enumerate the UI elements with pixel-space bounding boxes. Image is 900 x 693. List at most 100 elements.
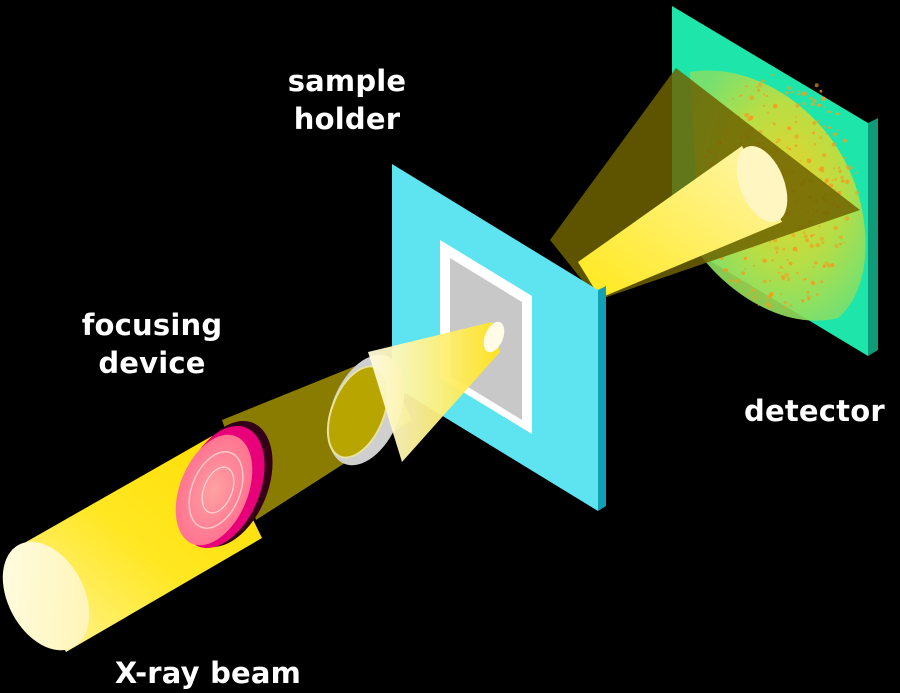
focusing-device-label: focusing device <box>62 306 242 382</box>
speckle-dot <box>806 295 811 300</box>
speckle-dot <box>819 236 824 241</box>
speckle-dot <box>771 259 774 262</box>
speckle-dot <box>855 171 858 175</box>
speckle-dot <box>838 169 842 173</box>
speckle-dot <box>783 300 787 305</box>
speckle-dot <box>787 86 792 90</box>
speckle-dot <box>820 166 825 171</box>
focusing-device-label-line2: device <box>98 346 206 380</box>
speckle-dot <box>824 178 829 183</box>
speckle-dot <box>757 88 761 92</box>
speckle-dot <box>837 129 839 132</box>
speckle-dot <box>821 241 825 245</box>
speckle-dot <box>805 238 809 243</box>
speckle-dot <box>817 103 821 107</box>
speckle-dot <box>833 225 838 231</box>
speckle-dot <box>787 126 792 131</box>
speckle-dot <box>816 119 820 123</box>
speckle-dot <box>840 179 845 183</box>
speckle-dot <box>732 97 734 100</box>
speckle-dot <box>744 267 747 270</box>
speckle-dot <box>802 101 806 106</box>
speckle-dot <box>833 167 835 170</box>
speckle-dot <box>776 138 781 143</box>
speckle-dot <box>827 110 831 114</box>
speckle-dot <box>791 90 794 93</box>
speckle-dot <box>783 305 786 308</box>
speckle-dot <box>830 263 835 268</box>
speckle-dot <box>784 272 789 278</box>
speckle-dot <box>806 158 812 164</box>
speckle-dot <box>773 103 778 109</box>
speckle-dot <box>795 116 798 118</box>
speckle-dot <box>815 293 819 296</box>
speckle-dot <box>834 244 839 248</box>
speckle-dot <box>812 233 815 236</box>
speckle-dot <box>774 246 779 251</box>
speckle-dot <box>780 293 783 296</box>
speckle-dot <box>812 98 817 103</box>
speckle-dot <box>839 235 843 240</box>
speckle-dot <box>730 279 733 283</box>
speckle-dot <box>855 191 859 195</box>
speckle-dot <box>809 243 814 249</box>
speckle-dot <box>775 251 779 254</box>
speckle-dot <box>763 279 767 284</box>
speckle-dot <box>762 104 765 107</box>
speckle-dot <box>818 225 821 228</box>
speckle-dot <box>844 179 850 185</box>
speckle-dot <box>802 91 807 97</box>
speckle-dot <box>771 73 774 76</box>
speckle-dot <box>779 266 783 269</box>
speckle-dot <box>779 272 782 275</box>
sample-holder-label-line2: holder <box>293 102 401 136</box>
speckle-dot <box>795 103 800 108</box>
speckle-dot <box>834 178 838 181</box>
speckle-dot <box>796 271 799 275</box>
speckle-dot <box>832 132 837 137</box>
speckle-dot <box>831 142 836 147</box>
speckle-dot <box>822 153 827 158</box>
speckle-dot <box>762 258 767 263</box>
speckle-dot <box>811 102 815 107</box>
speckle-dot <box>809 96 813 100</box>
speckle-dot <box>738 95 742 98</box>
speckle-dot <box>850 168 852 170</box>
focusing-lens <box>175 420 273 549</box>
speckle-dot <box>757 304 760 307</box>
speckle-dot <box>823 125 826 128</box>
speckle-dot <box>821 96 826 101</box>
speckle-dot <box>840 175 844 179</box>
speckle-dot <box>823 106 826 108</box>
exit-beam <box>578 146 788 298</box>
lens-ring-1 <box>188 451 244 529</box>
sample-holder-label-line1: sample <box>287 64 407 98</box>
speckle-dot <box>765 94 769 98</box>
speckle-dot <box>785 91 789 95</box>
speckle-dot <box>781 276 786 281</box>
exit-beam-body <box>578 146 782 298</box>
speckle-dot <box>797 93 800 96</box>
speckle-dot <box>795 120 798 123</box>
speckle-dot <box>758 82 763 88</box>
speckle-dot <box>749 115 754 119</box>
speckle-dot <box>786 258 789 262</box>
speckle-dot <box>824 261 829 266</box>
speckle-dot <box>769 241 771 243</box>
convergence-cone <box>368 322 500 462</box>
speckle-dot <box>799 159 802 162</box>
speckle-dot <box>819 89 823 93</box>
focusing-device-label-line1: focusing <box>81 308 223 342</box>
speckle-dot <box>842 138 847 143</box>
speckle-dot <box>775 141 778 144</box>
detector-side-edge <box>868 118 878 356</box>
speckle-dot <box>751 288 755 292</box>
speckle-dot <box>808 107 811 110</box>
speckle-dot <box>798 90 800 93</box>
speckle-dot <box>773 122 776 126</box>
speckle-dot <box>820 177 823 180</box>
speckle-dot <box>822 264 826 268</box>
lens-face <box>175 434 253 546</box>
